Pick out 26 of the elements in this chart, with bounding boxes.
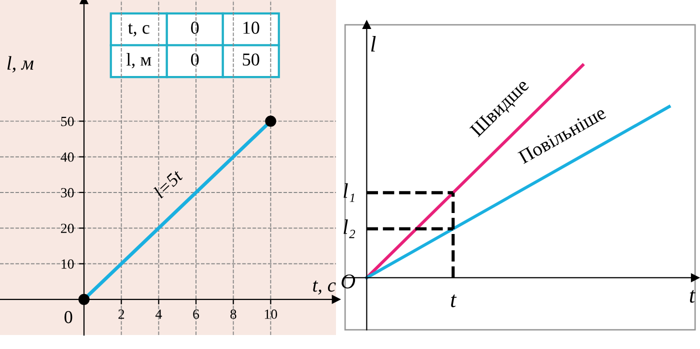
text: t [451, 294, 457, 308]
y-axis-title: l [371, 36, 376, 52]
annotation: 0 [191, 22, 199, 34]
y-tick-label: 40 [60, 152, 74, 162]
y-tick-label: 10 [62, 259, 74, 269]
series-label: l₁ [344, 183, 354, 202]
series-label: l₂ [344, 219, 356, 238]
x-tick-label: 10 [264, 310, 278, 319]
x-tick-label: 8 [230, 310, 236, 319]
y-tick-label: 50 [61, 116, 74, 126]
annotation: 10 [243, 22, 260, 34]
annotation: l, м [126, 52, 152, 68]
x-tick-label: 6 [193, 310, 200, 319]
annotation: 0 [191, 53, 199, 66]
annotation: O [342, 274, 356, 288]
y-tick-label: 20 [61, 224, 74, 234]
x-tick-label: 4 [155, 310, 162, 319]
y-axis-title: l, м [7, 56, 34, 73]
annotation: 50 [242, 53, 260, 66]
y-tick-label: 30 [61, 188, 74, 198]
x-axis-title: t [690, 290, 696, 303]
x-tick-label: 2 [118, 310, 124, 319]
annotation: l=5t [152, 168, 184, 199]
x-axis-title: t, с [313, 280, 336, 295]
annotation: 0 [64, 311, 72, 324]
annotation: t, с [128, 23, 150, 36]
